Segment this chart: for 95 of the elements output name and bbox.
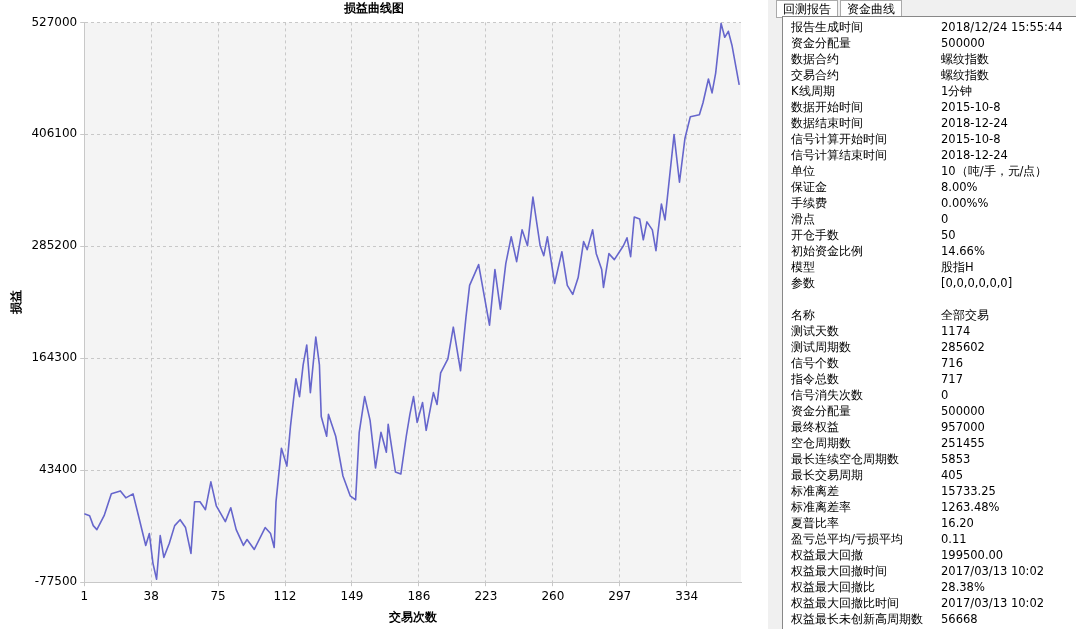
x-tick-label: 38: [143, 588, 159, 603]
text: 名称: [791, 307, 816, 323]
text: 手续费: [791, 195, 828, 211]
text: 717: [941, 371, 964, 387]
x-tick-label: 149: [340, 588, 364, 603]
y-tick-label: 527000: [31, 14, 78, 29]
y-tick-label: -77500: [34, 574, 78, 589]
text: 权益最大回撤比时间: [791, 595, 900, 611]
text: 螺纹指数: [941, 67, 990, 83]
text: [0,0,0,0,0,0]: [941, 275, 1014, 291]
text: 测试周期数: [791, 339, 852, 355]
text: 夏普比率: [791, 515, 840, 531]
text: 15733.25: [941, 483, 997, 499]
text: 滑点: [791, 211, 816, 227]
text: 信号消失次数: [791, 387, 864, 403]
text: 报告生成时间: [791, 19, 864, 35]
text: 权益最大回撤: [791, 547, 864, 563]
text: 1263.48%: [941, 499, 1001, 515]
text: 股指H: [941, 259, 975, 275]
x-tick-label: 260: [541, 588, 565, 603]
text: 标准离差率: [791, 499, 852, 515]
text: 回测报告: [776, 0, 838, 18]
x-tick-label: 334: [675, 588, 699, 603]
text: 2018/12/24 15:55:44: [941, 19, 1064, 35]
text: 50: [941, 227, 957, 243]
text: 最终权益: [791, 419, 840, 435]
text: 权益最大回撤时间: [791, 563, 888, 579]
text: 2015-10-8: [941, 131, 1002, 147]
text: 56668: [941, 611, 979, 627]
text: 单位: [791, 163, 816, 179]
text: K线周期: [791, 83, 836, 99]
text: 2017/03/13 10:02: [941, 595, 1046, 611]
y-tick-label: 285200: [31, 238, 78, 253]
text: 最长交易周期: [791, 467, 864, 483]
text: 数据开始时间: [791, 99, 864, 115]
text: 957000: [941, 419, 986, 435]
text: 0.11: [941, 531, 968, 547]
x-tick-label: 297: [608, 588, 632, 603]
text: 资金分配量: [791, 403, 852, 419]
text: 16.20: [941, 515, 975, 531]
text: 全部交易: [941, 307, 990, 323]
x-tick-label: 1: [80, 588, 89, 603]
y-tick-label: 164300: [31, 350, 78, 365]
text: 权益最大回撤比: [791, 579, 876, 595]
text: 标准离差: [791, 483, 840, 499]
text: 开仓手数: [791, 227, 840, 243]
text: 0: [941, 387, 950, 403]
text: 空仓周期数: [791, 435, 852, 451]
text: 最长连续空仓周期数: [791, 451, 900, 467]
text: 500000: [941, 403, 986, 419]
text: 初始资金比例: [791, 243, 864, 259]
text: 285602: [941, 339, 986, 355]
text: 0: [941, 211, 950, 227]
text: 盈亏总平均/亏损平均: [791, 531, 904, 547]
text: 10（吨/手，元/点）: [941, 163, 1049, 179]
text: 8.00%: [941, 179, 979, 195]
text: 199500.00: [941, 547, 1005, 563]
text: 保证金: [791, 179, 828, 195]
x-tick-label: 75: [210, 588, 226, 603]
text: 405: [941, 467, 964, 483]
text: 测试天数: [791, 323, 840, 339]
text: 数据结束时间: [791, 115, 864, 131]
text: 1分钟: [941, 83, 974, 99]
text: 资金分配量: [791, 35, 852, 51]
text: 500000: [941, 35, 986, 51]
text: 螺纹指数: [941, 51, 990, 67]
text: 251455: [941, 435, 986, 451]
x-tick-label: 112: [273, 588, 297, 603]
y-axis-title: 损益: [9, 290, 24, 316]
x-axis-title: 交易次数: [387, 609, 438, 624]
text: 1174: [941, 323, 972, 339]
text: 信号计算结束时间: [791, 147, 888, 163]
text: 信号计算开始时间: [791, 131, 888, 147]
y-tick-label: 43400: [39, 462, 78, 477]
text: 模型: [791, 259, 816, 275]
text: 参数: [791, 275, 816, 291]
text: 资金曲线: [840, 0, 902, 18]
text: 716: [941, 355, 964, 371]
text: 0.00%%: [941, 195, 990, 211]
text: 14.66%: [941, 243, 986, 259]
text: 5853: [941, 451, 972, 467]
text: 权益最长未创新高周期数: [791, 611, 924, 627]
text: 2018-12-24: [941, 115, 1009, 131]
chart-title: 损益曲线图: [342, 1, 404, 16]
text: 2017/03/13 10:02: [941, 563, 1046, 579]
x-tick-label: 223: [474, 588, 498, 603]
text: 2015-10-8: [941, 99, 1002, 115]
x-tick-label: 186: [407, 588, 431, 603]
text: 2018-12-24: [941, 147, 1009, 163]
text: 数据合约: [791, 51, 840, 67]
text: 指令总数: [791, 371, 840, 387]
y-tick-label: 406100: [31, 126, 78, 141]
text: 交易合约: [791, 67, 840, 83]
text: 信号个数: [791, 355, 840, 371]
text: 28.38%: [941, 579, 986, 595]
